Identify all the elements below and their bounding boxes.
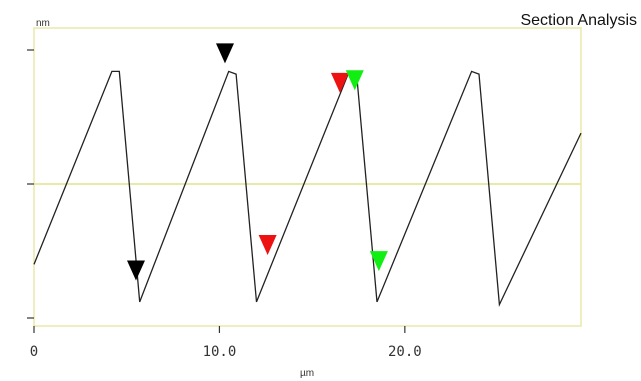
panel-title: Section Analysis <box>520 12 637 29</box>
cursor-marker-green-4[interactable] <box>345 70 364 91</box>
plot-frame <box>33 27 582 327</box>
cursor-marker-red-3[interactable] <box>258 235 277 256</box>
cursor-marker-black-0[interactable] <box>215 43 234 64</box>
profile-trace <box>33 70 582 308</box>
cursor-marker-green-5[interactable] <box>369 251 388 272</box>
cursor-marker-black-1[interactable] <box>126 260 145 281</box>
x-axis-label: µm <box>300 368 314 379</box>
cursor-marker-red-2[interactable] <box>330 72 349 93</box>
x-tick-label-1: 10.0 <box>203 344 237 360</box>
x-tick-label-2: 20.0 <box>388 344 422 360</box>
y-unit-label: nm <box>36 18 50 29</box>
x-tick-label-0: 0 <box>30 344 38 360</box>
